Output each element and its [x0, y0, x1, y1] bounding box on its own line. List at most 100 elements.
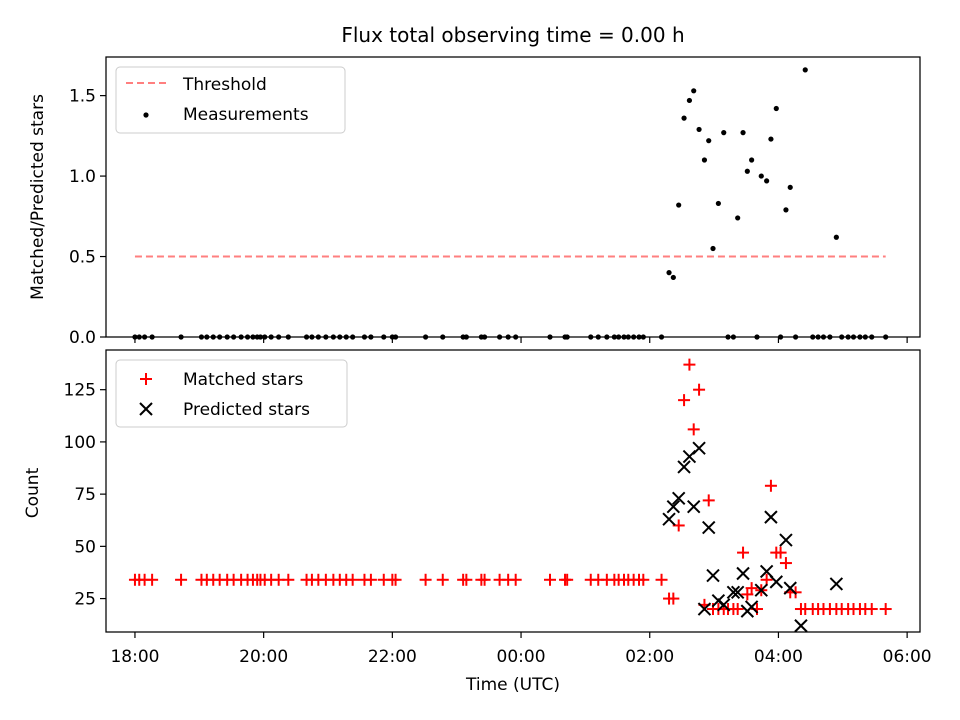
predicted-star-point [730, 585, 745, 600]
top-panel: 0.0 0.5 1.0 1.5 Matched/Predicted stars Thr… [28, 56, 921, 348]
matched-star-point [745, 582, 758, 595]
measurement-point [676, 202, 682, 208]
measurement-point [758, 173, 764, 179]
measurement-point [681, 115, 687, 121]
measurement-point [262, 334, 268, 340]
measurement-point [862, 334, 868, 340]
predicted-star-point [769, 575, 783, 589]
measurement-point [564, 334, 570, 340]
measurement-point [721, 130, 727, 136]
measurement-point [231, 334, 237, 340]
measurement-point [845, 334, 851, 340]
predicted-star-point [666, 499, 681, 514]
measurement-point [361, 334, 368, 340]
legend-threshold-label: Threshold [182, 75, 267, 95]
measurement-point [827, 334, 833, 340]
measurement-point [250, 334, 256, 340]
predicted-star-point [759, 564, 774, 579]
predicted-star-point [687, 499, 701, 514]
measurement-point [350, 334, 356, 340]
measurement-point [217, 334, 223, 340]
measurement-point [768, 136, 774, 142]
top-y-axis: 0.0 0.5 1.0 1.5 [69, 87, 106, 348]
predicted-star-point [677, 460, 691, 474]
measurement-point [839, 334, 845, 340]
matched-star-point [478, 573, 491, 586]
measurement-point [658, 334, 665, 340]
measurement-point [883, 334, 889, 340]
y-tick-label: 100 [64, 433, 96, 453]
measurement-point [764, 178, 770, 184]
y-tick-label: 1.5 [69, 87, 96, 107]
x-axis-label: Time (UTC) [465, 675, 560, 695]
measurement-point [787, 184, 793, 190]
measurement-point [330, 334, 336, 340]
matched-star-point [764, 479, 777, 492]
measurement-point [303, 334, 310, 340]
measurement-point [869, 334, 875, 340]
measurement-point [276, 334, 282, 340]
predicted-star-point [702, 520, 716, 535]
measurement-point [725, 334, 731, 340]
y-tick-label: 0.0 [69, 328, 96, 348]
predicted-star-point [671, 491, 686, 506]
measurement-point [833, 234, 839, 240]
measurement-point [754, 334, 760, 340]
matched-star-point [779, 557, 792, 570]
measurement-point [777, 334, 784, 340]
predicted-star-point [779, 533, 793, 547]
predicted-star-point [754, 583, 768, 597]
predicted-star-point [783, 581, 797, 595]
measurement-point [810, 334, 816, 340]
measurement-point [337, 334, 343, 340]
measurement-point [802, 67, 808, 73]
bottom-y-axis-label: Count [23, 467, 43, 518]
matched-star-point [678, 394, 691, 407]
measurement-point [505, 334, 511, 340]
measurement-point [132, 334, 138, 340]
measurement-point [210, 334, 216, 340]
measurement-point [621, 334, 627, 340]
predicted-star-point [662, 512, 676, 526]
predicted-star-point [744, 600, 759, 614]
bottom-panel: 25 50 75 100 125 18:00 20:00 22:00 00:00 02:00 04… [23, 349, 932, 695]
measurement-point [744, 168, 750, 174]
measurement-point [323, 334, 329, 340]
matched-star-point [731, 603, 744, 616]
measurement-point [238, 334, 244, 340]
measurement-point [850, 334, 857, 340]
measurement-point [481, 334, 488, 340]
measurement-point [142, 334, 148, 340]
measurement-point [625, 334, 631, 340]
measurement-point [792, 334, 799, 340]
measurement-point [735, 215, 741, 221]
measurement-point [496, 334, 503, 340]
predicted-star-point [692, 441, 706, 455]
x-tick-label: 02:00 [625, 647, 674, 667]
legend-predicted-swatch [139, 402, 153, 416]
predicted-star-point [697, 602, 712, 616]
measurement-point [636, 334, 642, 340]
predicted-star-point [736, 566, 750, 581]
measurement-point [604, 334, 610, 340]
y-tick-label: 1.0 [69, 167, 96, 187]
legend-matched-swatch [140, 373, 152, 385]
measurement-point [857, 334, 863, 340]
measurement-point [820, 334, 827, 340]
matched-star-point [460, 573, 473, 586]
top-legend-box [115, 66, 346, 134]
measurement-point [136, 334, 142, 340]
measurement-point [706, 138, 712, 144]
y-tick-label: 75 [74, 485, 96, 505]
y-tick-label: 0.5 [69, 248, 96, 268]
measurement-point [381, 334, 387, 340]
measurement-point [773, 105, 779, 112]
x-tick-label: 18:00 [110, 647, 159, 667]
legend-measurements-label: Measurements [183, 105, 309, 125]
measurement-point [666, 270, 672, 276]
matched-star-point [436, 573, 449, 586]
matched-star-point [282, 573, 295, 586]
matched-star-point [389, 573, 402, 586]
matched-star-point [509, 573, 522, 586]
matched-star-point [146, 573, 159, 586]
